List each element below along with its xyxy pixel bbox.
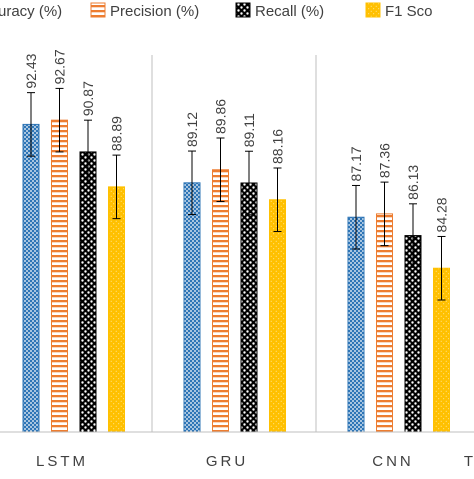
bar (240, 182, 258, 433)
legend-label: Precision (%) (110, 3, 199, 20)
bar (212, 169, 229, 433)
legend-swatch (235, 2, 251, 18)
data-label: 84.28 (434, 197, 450, 232)
bar (22, 123, 40, 433)
bar (183, 182, 201, 433)
bar (376, 213, 393, 433)
group-separators (151, 55, 317, 432)
bar (79, 151, 97, 433)
bar (269, 199, 286, 433)
x-tick-label: LSTM (36, 453, 88, 470)
legend-swatch (90, 2, 106, 18)
data-label: 88.89 (109, 116, 125, 151)
data-label: 90.87 (80, 81, 96, 116)
legend-label: F1 Sco (385, 3, 433, 20)
bar (51, 119, 68, 433)
data-label: 92.43 (23, 53, 39, 88)
data-label: 89.86 (213, 99, 229, 134)
x-tick-labels: LSTM GRU CNN T (36, 453, 474, 470)
legend-label: Recall (%) (255, 3, 324, 20)
x-tick-label: T (464, 453, 474, 470)
data-label: 89.11 (241, 113, 257, 147)
data-label: 89.12 (184, 112, 200, 147)
data-labels: 92.43 89.12 87.17 92.67 89.86 87.36 90.87 89.11… (23, 49, 450, 232)
bars (22, 87, 450, 433)
data-label: 87.17 (348, 146, 364, 181)
legend: uracy (%) Precision (%) Recall (%) F1 Sco (0, 2, 433, 20)
legend-swatch (365, 2, 381, 18)
data-label: 88.16 (270, 129, 286, 164)
x-tick-label: CNN (372, 453, 414, 470)
bar (108, 186, 125, 433)
data-label: 86.13 (405, 165, 421, 200)
x-tick-label: GRU (206, 453, 248, 470)
data-label: 92.67 (52, 49, 68, 84)
legend-label: uracy (%) (0, 3, 62, 20)
data-label: 87.36 (377, 143, 393, 178)
